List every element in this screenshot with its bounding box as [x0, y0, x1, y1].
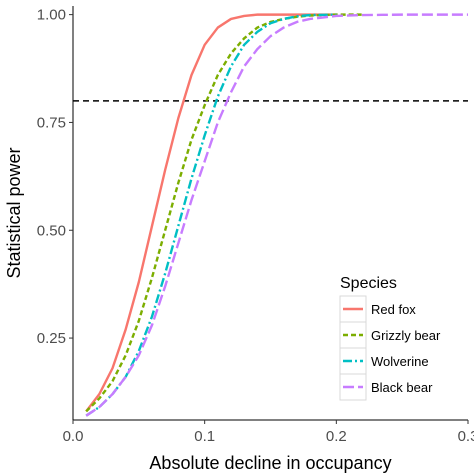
series-line-red-fox [85, 13, 337, 413]
legend-entry-label: Wolverine [371, 354, 429, 369]
x-tick-label: 0.1 [194, 428, 215, 445]
y-tick-label: 1.00 [37, 7, 66, 24]
legend-entry-label: Black bear [371, 380, 433, 395]
y-tick-label: 0.25 [37, 330, 66, 347]
legend-title: Species [340, 275, 397, 292]
x-tick-label: 0.3 [458, 428, 474, 445]
x-axis-title: Absolute decline in occupancy [149, 453, 391, 473]
series-line-grizzly-bear [85, 13, 363, 413]
axis-layer: 0.25 0.50 0.75 1.00 0.0 0.1 0.2 0.3 [37, 6, 474, 445]
legend: Species Red fox Grizzly bear Wolverine Black… [339, 275, 441, 401]
y-tick-label: 0.50 [37, 222, 66, 239]
series-line-black-bear [85, 13, 468, 417]
x-tick-label: 0.2 [326, 428, 347, 445]
series-layer [85, 13, 468, 417]
y-axis-title: Statistical power [4, 147, 24, 278]
legend-entry-label: Grizzly bear [371, 328, 441, 343]
y-tick-label: 0.75 [37, 114, 66, 131]
legend-entry-label: Red fox [371, 302, 416, 317]
x-tick-label: 0.0 [63, 428, 84, 445]
